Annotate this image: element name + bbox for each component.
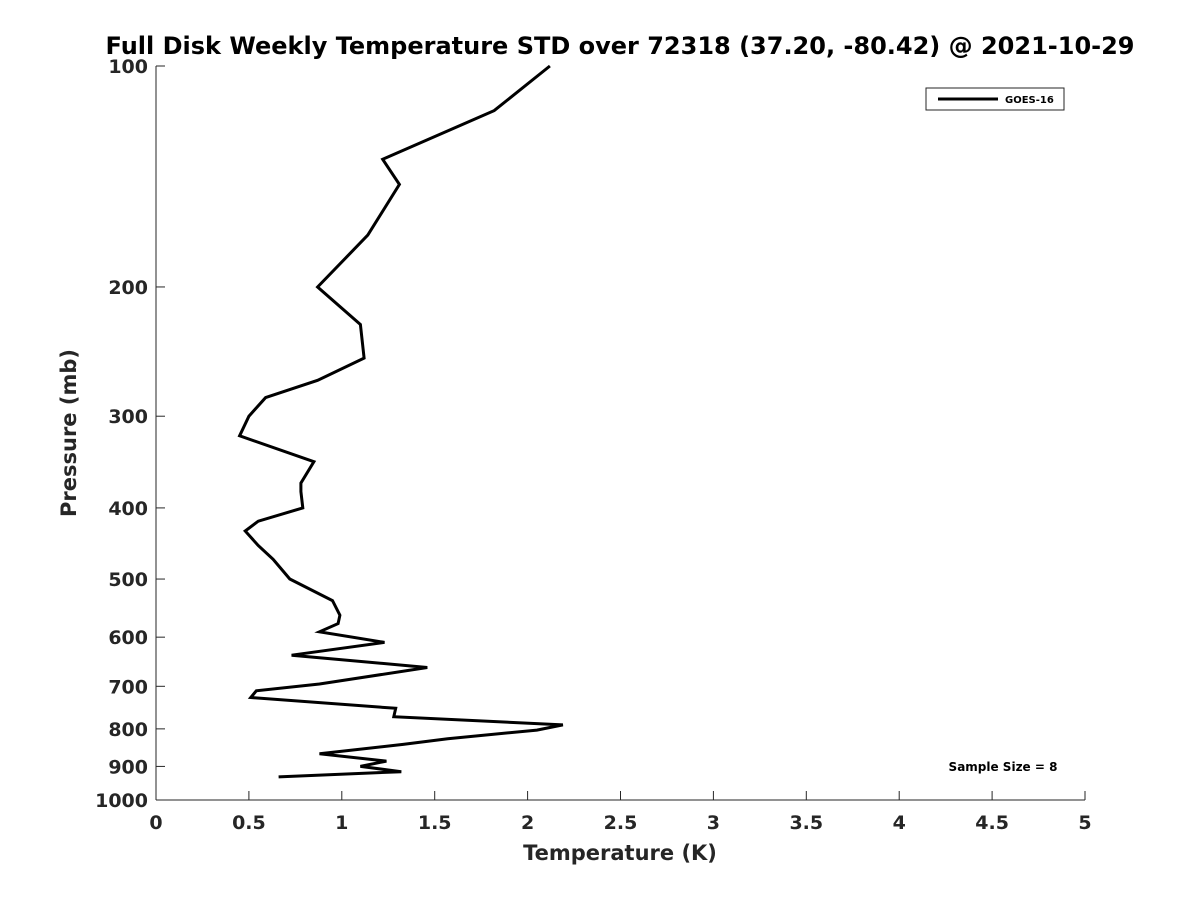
x-tick-label: 4 bbox=[893, 812, 906, 834]
x-tick-label: 2.5 bbox=[604, 812, 638, 834]
legend: GOES-16 bbox=[925, 87, 1065, 111]
legend-entry-goes-16: GOES-16 bbox=[1005, 95, 1054, 106]
x-ticks: 0 0.5 1 1.5 2 2.5 3 3.5 4 4.5 5 bbox=[149, 791, 1092, 834]
sample-size-annotation: Sample Size = 8 bbox=[949, 760, 1058, 774]
y-tick-label: 800 bbox=[108, 719, 148, 741]
x-tick-label: 0.5 bbox=[232, 812, 266, 834]
y-tick-label: 500 bbox=[108, 569, 148, 591]
x-tick-label: 1 bbox=[335, 812, 348, 834]
y-tick-label: 400 bbox=[108, 498, 148, 520]
y-tick-label: 700 bbox=[108, 676, 148, 698]
x-tick-label: 0 bbox=[149, 812, 162, 834]
y-tick-label: 600 bbox=[108, 627, 148, 649]
y-tick-label: 100 bbox=[108, 56, 148, 78]
plot-area: 0 0.5 1 1.5 2 2.5 3 3.5 4 4.5 5 100 200 300 400 500 600… bbox=[95, 56, 1092, 834]
x-axis-label: Temperature (K) bbox=[523, 841, 717, 865]
x-tick-label: 3 bbox=[707, 812, 720, 834]
y-axis-label: Pressure (mb) bbox=[57, 349, 81, 517]
x-tick-label: 5 bbox=[1078, 812, 1091, 834]
x-tick-label: 4.5 bbox=[975, 812, 1009, 834]
x-tick-label: 3.5 bbox=[789, 812, 823, 834]
x-tick-label: 2 bbox=[521, 812, 534, 834]
y-ticks: 100 200 300 400 500 600 700 800 900 1000 bbox=[95, 56, 165, 812]
series-layer bbox=[237, 64, 564, 779]
y-tick-label: 200 bbox=[108, 277, 148, 299]
y-tick-label: 300 bbox=[108, 406, 148, 428]
chart-title: Full Disk Weekly Temperature STD over 72… bbox=[106, 32, 1135, 60]
series-line-goes-16 bbox=[237, 64, 564, 779]
y-tick-label: 900 bbox=[108, 756, 148, 778]
x-tick-label: 1.5 bbox=[418, 812, 452, 834]
y-tick-label: 1000 bbox=[95, 790, 148, 812]
